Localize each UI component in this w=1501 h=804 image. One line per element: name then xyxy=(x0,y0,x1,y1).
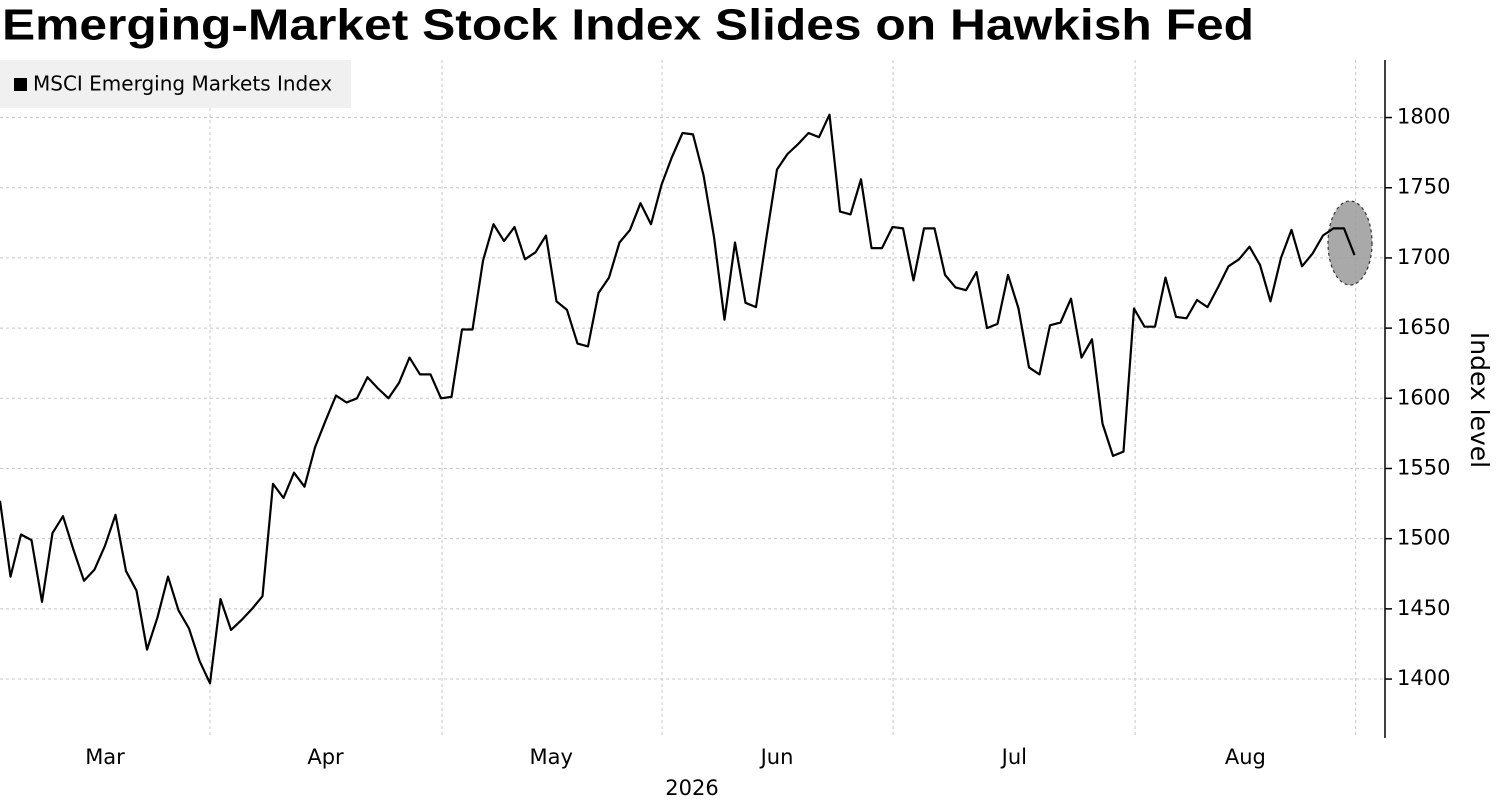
x-tick-label: Mar xyxy=(85,745,125,769)
legend-box xyxy=(0,60,351,108)
y-axis-label: Index level xyxy=(1465,332,1494,468)
chart-title: Emerging-Market Stock Index Slides on Ha… xyxy=(2,1,1254,50)
grid xyxy=(0,60,1385,738)
x-tick-label: Apr xyxy=(307,745,344,769)
y-tick-label: 1550 xyxy=(1397,455,1450,479)
legend-swatch xyxy=(14,78,27,91)
y-tick-label: 1450 xyxy=(1397,596,1450,620)
y-tick-label: 1500 xyxy=(1397,526,1450,550)
y-tick-label: 1700 xyxy=(1397,245,1450,269)
y-tick-label: 1750 xyxy=(1397,175,1450,199)
y-tick-label: 1650 xyxy=(1397,315,1450,339)
legend-label: MSCI Emerging Markets Index xyxy=(33,72,332,96)
y-tick-label: 1800 xyxy=(1397,105,1450,129)
x-axis-label: 2026 xyxy=(665,776,718,800)
x-tick-label: Jun xyxy=(759,745,794,769)
x-tick-label: Jul xyxy=(1000,745,1027,769)
y-tick-label: 1600 xyxy=(1397,385,1450,409)
x-tick-label: Aug xyxy=(1225,745,1266,769)
line xyxy=(0,113,1356,685)
x-tick-label: May xyxy=(530,745,573,769)
y-tick-label: 1400 xyxy=(1397,666,1450,690)
